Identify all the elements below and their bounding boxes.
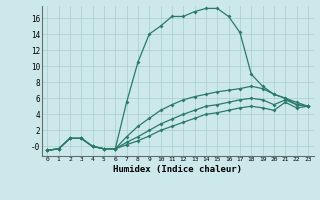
X-axis label: Humidex (Indice chaleur): Humidex (Indice chaleur) — [113, 165, 242, 174]
